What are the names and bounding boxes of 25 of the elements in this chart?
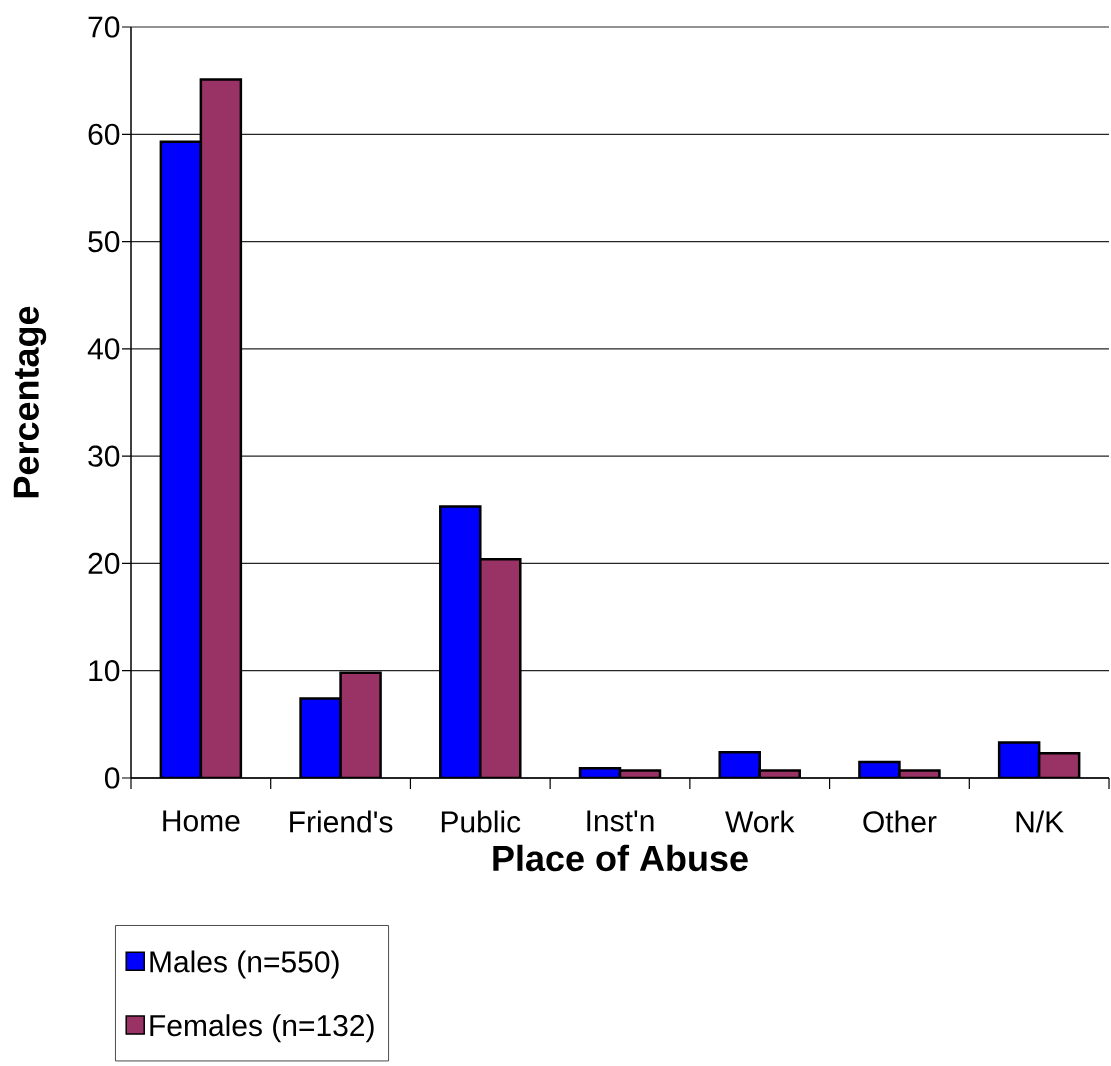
x-tick-label: Other: [863, 810, 937, 833]
bar: [199, 78, 243, 778]
x-tick-label: Inst'n: [587, 810, 654, 832]
y-tick-label: 10: [89, 660, 120, 682]
legend-label: Males (n=550): [150, 950, 339, 979]
y-tick-label: 70: [88, 16, 120, 38]
x-tick-label: N/K: [1016, 810, 1064, 833]
bar: [479, 557, 522, 778]
y-tick-label: 0: [104, 767, 120, 789]
y-tick-label: 30: [88, 445, 120, 467]
bar: [159, 140, 203, 778]
y-tick-label: 50: [88, 230, 120, 253]
x-tick-label: Public: [441, 810, 521, 833]
y-tick-label: 40: [87, 338, 120, 360]
y-tick-label: 60: [88, 123, 120, 145]
x-axis-title: Place of Abuse: [493, 844, 748, 872]
x-tick-label: Friend's: [290, 810, 393, 833]
legend-label: Females (n=132): [150, 1014, 374, 1043]
bar: [339, 671, 382, 778]
y-axis-title: Percentage: [13, 306, 47, 498]
x-tick-label: Home: [163, 810, 240, 832]
bar: [299, 697, 342, 778]
bar: [439, 505, 482, 778]
y-tick-label: 20: [88, 552, 120, 575]
x-tick-label: Work: [725, 810, 795, 833]
